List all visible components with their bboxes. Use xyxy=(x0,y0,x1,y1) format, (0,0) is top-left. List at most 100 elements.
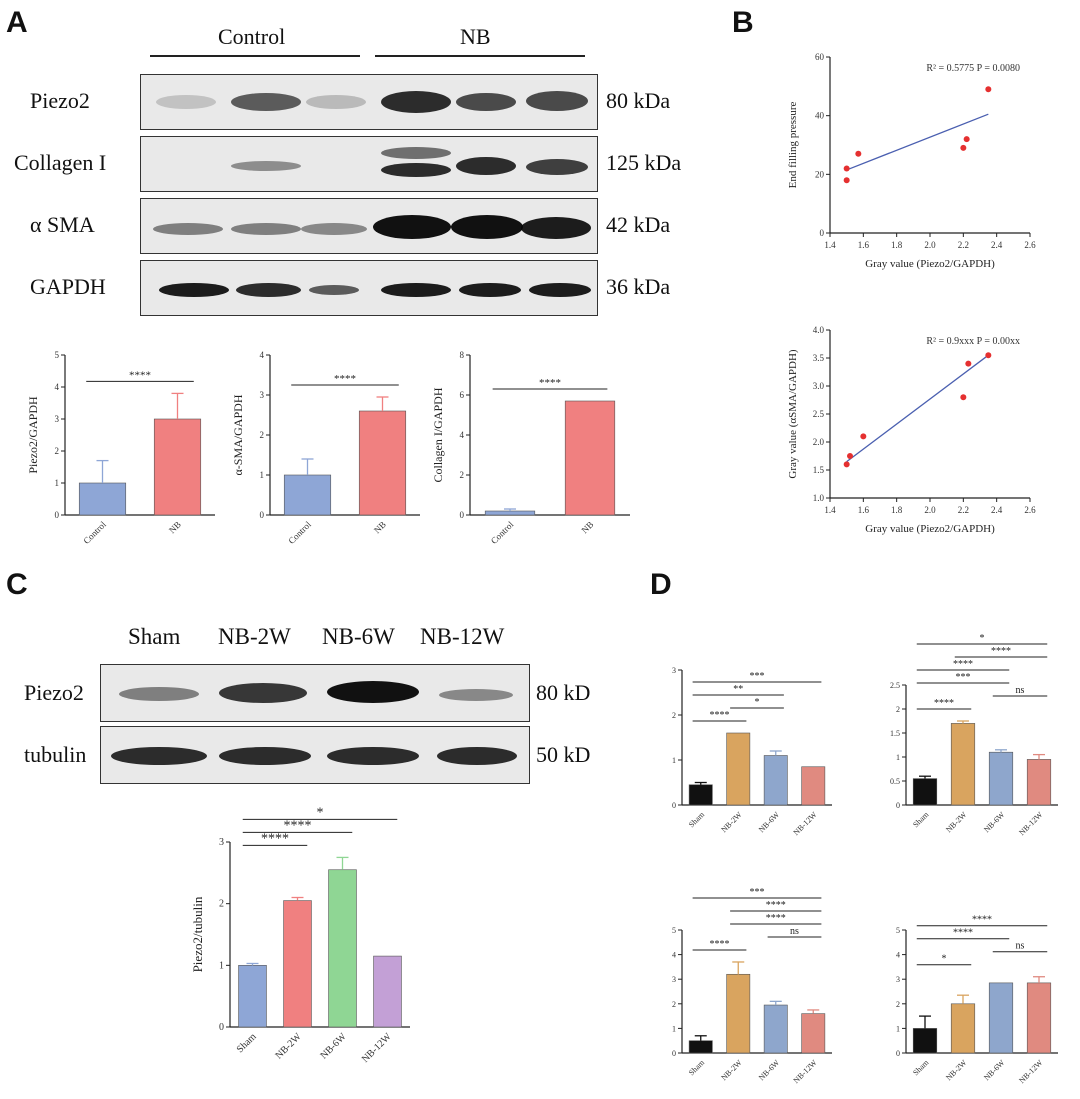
y-tick-label: 4 xyxy=(460,430,465,440)
x-tick-label: NB-2W xyxy=(944,1058,969,1083)
y-tick-label: 40 xyxy=(815,111,825,121)
y-tick-label: 0 xyxy=(672,1049,676,1058)
significance-label: * xyxy=(317,805,324,820)
data-point xyxy=(855,150,862,157)
bar xyxy=(688,784,713,806)
y-tick-label: 2 xyxy=(672,1000,676,1009)
x-tick-label: 1.6 xyxy=(858,505,870,515)
significance-label: **** xyxy=(766,900,786,911)
x-tick-label: 2.0 xyxy=(924,240,936,250)
chart-a-asma-gapdh: 0 1 2 3 4 α-SMA/GAPDH Control NB **** xyxy=(231,350,420,546)
significance-label: * xyxy=(755,697,760,708)
chart-d4: 0 1 2 3 4 5 Sham NB-2W NB-6W NB-12W * ns **** **** xyxy=(896,915,1058,1085)
bar xyxy=(688,1040,713,1054)
blot-c-kda-piezo2: 80 kD xyxy=(536,680,591,705)
y-tick-label: 0 xyxy=(460,510,465,520)
y-tick-label: 60 xyxy=(815,52,825,62)
significance-label: **** xyxy=(991,646,1011,657)
chart-a-collagen-gapdh: 0 2 4 6 8 Collagen I/GAPDH Control NB **** xyxy=(431,350,630,546)
blot-a-gapdh xyxy=(140,260,598,316)
data-point xyxy=(843,461,850,468)
y-axis-label: Collagen I/GAPDH xyxy=(431,387,445,482)
y-tick-label: 1.5 xyxy=(813,465,825,475)
data-point xyxy=(960,394,967,401)
significance-label: ns xyxy=(1016,685,1025,696)
y-tick-label: 0 xyxy=(260,510,265,520)
y-tick-label: 3 xyxy=(672,975,676,984)
lane-label-nb6w: NB-6W xyxy=(322,624,395,649)
x-tick-label: 1.6 xyxy=(858,240,870,250)
x-tick-label: 2.2 xyxy=(958,505,969,515)
y-tick-label: 8 xyxy=(460,350,465,360)
y-axis-label: Piezo2/GAPDH xyxy=(26,396,40,474)
x-tick-label: NB-2W xyxy=(944,810,969,835)
significance-label: **** xyxy=(334,373,356,385)
x-tick-label: NB-6W xyxy=(982,1058,1007,1083)
y-tick-label: 3 xyxy=(896,975,900,984)
y-tick-label: 4.0 xyxy=(813,325,825,335)
significance-label: **** xyxy=(261,831,289,846)
y-tick-label: 2 xyxy=(672,711,676,720)
y-tick-label: 0 xyxy=(55,510,60,520)
y-tick-label: 3 xyxy=(672,666,676,675)
bar xyxy=(153,418,202,516)
significance-label: *** xyxy=(956,672,971,683)
y-tick-label: 5 xyxy=(896,926,900,935)
x-tick-label: 2.4 xyxy=(991,505,1003,515)
significance-label: **** xyxy=(710,939,730,950)
blot-a-label-asma: α SMA xyxy=(30,212,95,237)
bar xyxy=(373,955,402,1028)
x-tick-label: NB-12W xyxy=(360,1031,394,1065)
y-tick-label: 0 xyxy=(672,801,676,810)
chart-b-pressure-scatter: 1.4 1.6 1.8 2.0 2.2 2.4 2.6 0 20 40 60 Gray value (… xyxy=(787,52,1036,270)
blot-a-piezo2 xyxy=(140,74,598,130)
blot-a-kda-piezo2: 80 kDa xyxy=(606,88,671,113)
bar xyxy=(988,751,1014,806)
y-tick-label: 3.0 xyxy=(813,381,825,391)
x-tick-label: NB xyxy=(167,519,183,535)
x-axis-label: Gray value (Piezo2/GAPDH) xyxy=(865,258,995,270)
data-point xyxy=(960,144,967,151)
x-tick-label: Sham xyxy=(687,1058,707,1078)
bar xyxy=(238,965,267,1028)
significance-label: * xyxy=(980,633,985,644)
bar xyxy=(912,778,938,806)
y-tick-label: 1 xyxy=(55,478,60,488)
x-tick-label: 1.4 xyxy=(824,240,836,250)
y-tick-label: 0 xyxy=(896,1049,900,1058)
lane-label-sham: Sham xyxy=(128,624,181,649)
regression-line xyxy=(846,354,989,463)
x-tick-label: 2.2 xyxy=(958,240,969,250)
significance-label: **** xyxy=(710,710,730,721)
y-tick-label: 0 xyxy=(219,1022,224,1033)
y-axis-label: End filling pressure xyxy=(787,102,799,189)
x-tick-label: NB xyxy=(372,519,388,535)
blot-a-kda-asma: 42 kDa xyxy=(606,212,671,237)
y-tick-label: 1 xyxy=(219,960,224,971)
x-tick-label: Sham xyxy=(235,1031,259,1055)
x-tick-label: NB-12W xyxy=(792,1058,819,1085)
significance-label: **** xyxy=(934,698,954,709)
blot-c-kda-tubulin: 50 kD xyxy=(536,742,591,767)
y-tick-label: 3 xyxy=(219,837,224,848)
x-tick-label: 1.8 xyxy=(891,240,903,250)
group-label-control: Control xyxy=(218,24,286,49)
x-tick-label: Control xyxy=(81,519,108,546)
bar xyxy=(726,973,751,1054)
y-tick-label: 2.5 xyxy=(813,409,825,419)
significance-label: ns xyxy=(1016,941,1025,952)
x-tick-label: NB-2W xyxy=(273,1031,304,1062)
bar xyxy=(1026,982,1052,1054)
blot-a-asma xyxy=(140,198,598,254)
bar xyxy=(358,410,407,516)
blot-a-kda-collagen: 125 kDa xyxy=(606,150,682,175)
y-tick-label: 4 xyxy=(896,951,900,960)
y-tick-label: 2.0 xyxy=(813,437,825,447)
bar xyxy=(801,766,826,806)
y-tick-label: 2.5 xyxy=(890,681,900,690)
y-tick-label: 1 xyxy=(896,1024,900,1033)
y-tick-label: 3 xyxy=(55,414,60,424)
y-tick-label: 1.0 xyxy=(813,493,825,503)
